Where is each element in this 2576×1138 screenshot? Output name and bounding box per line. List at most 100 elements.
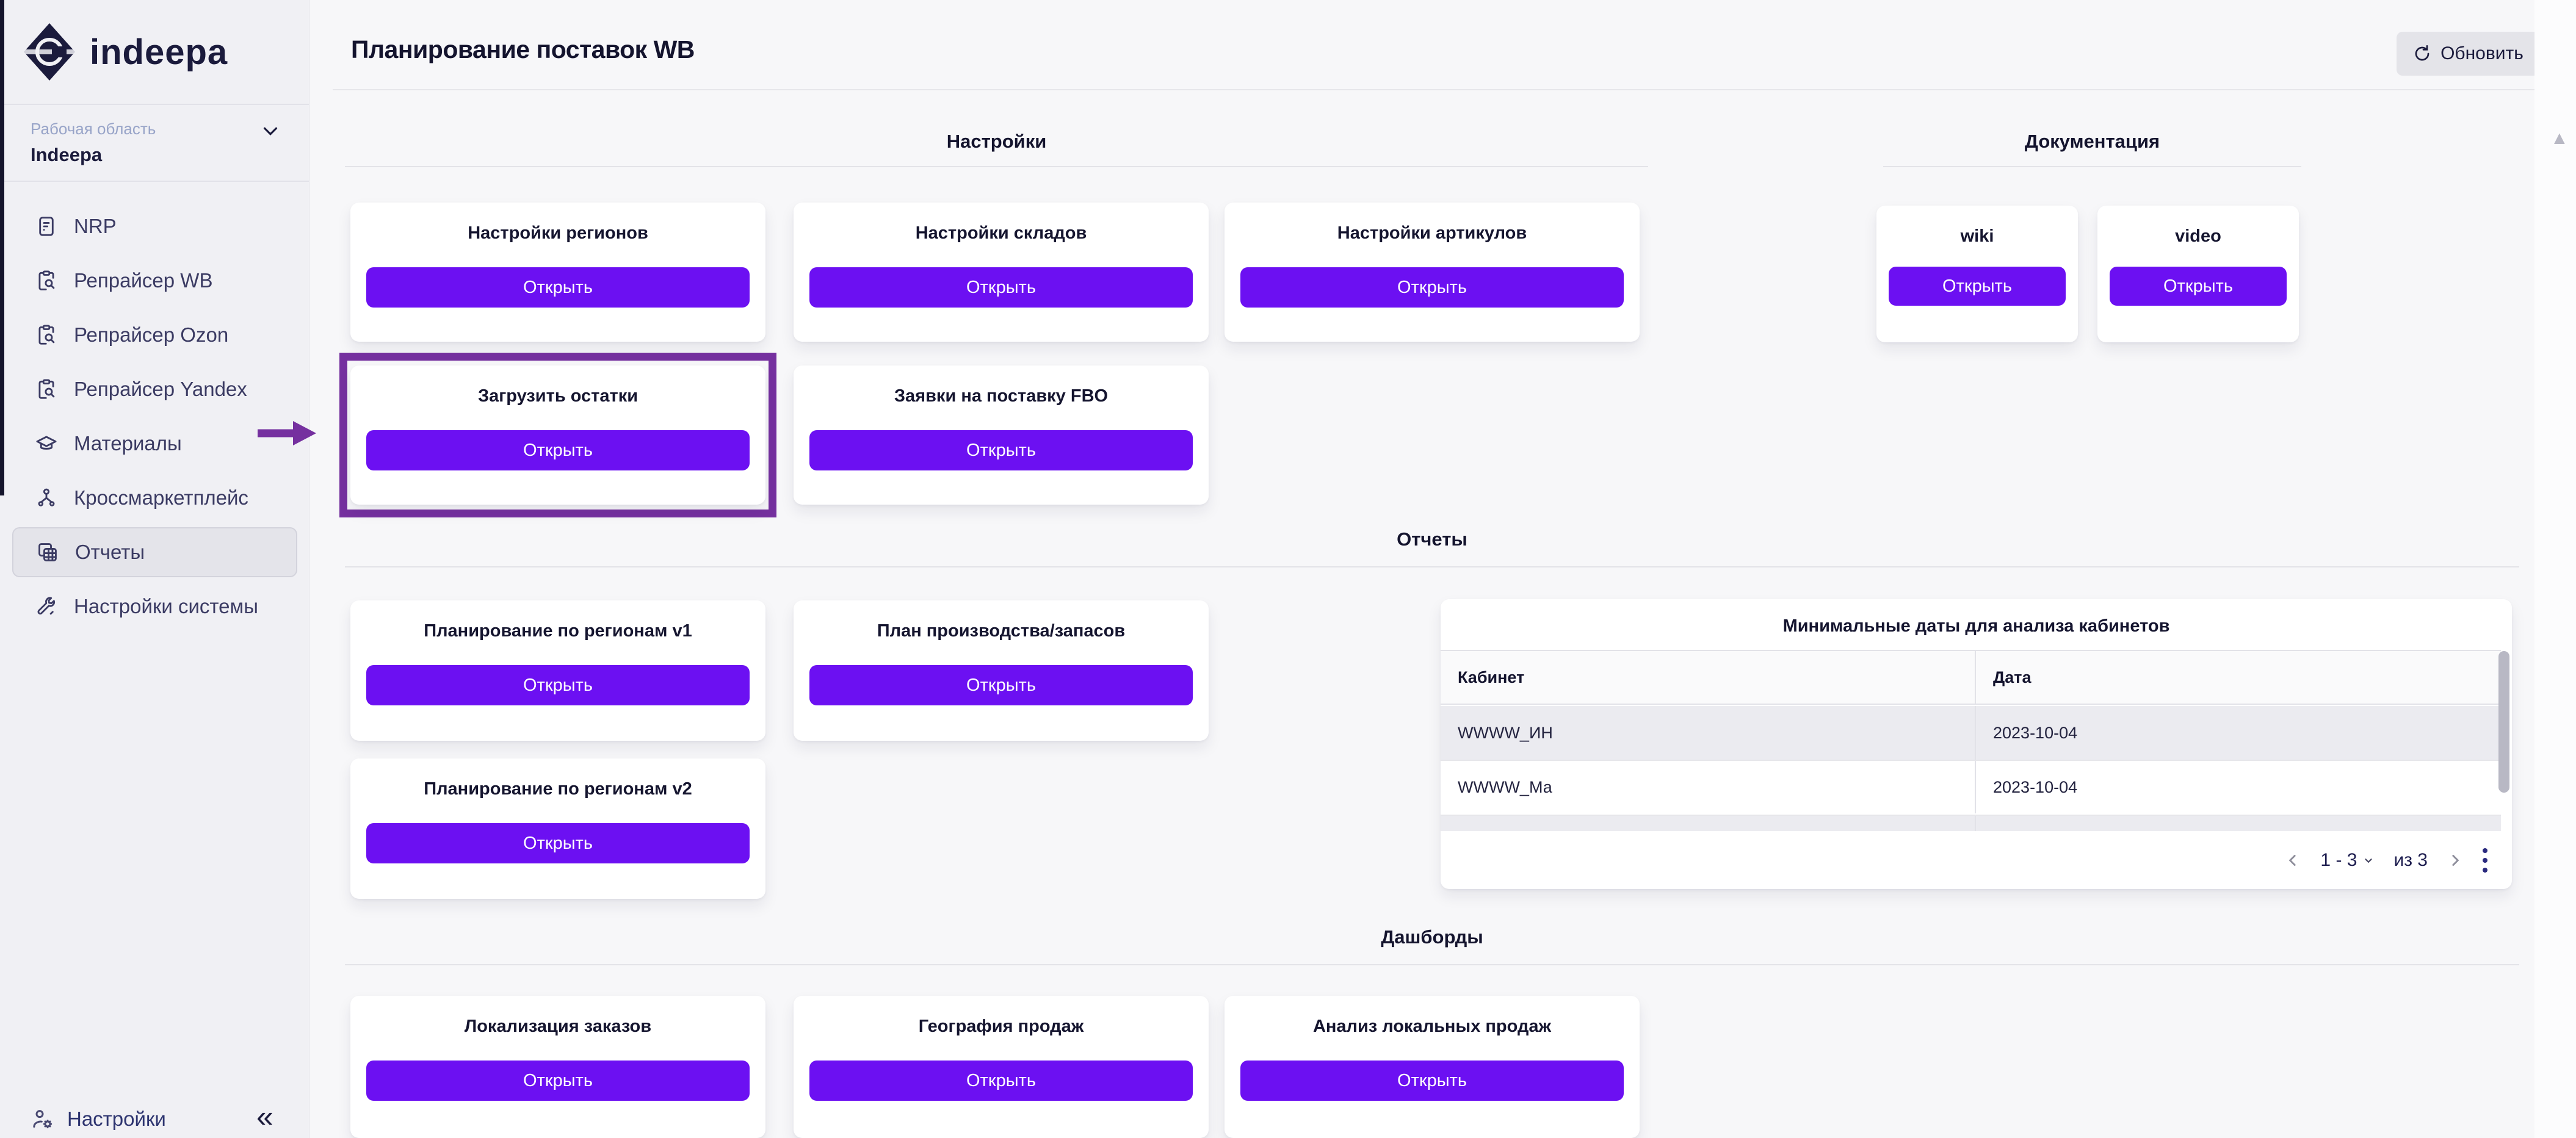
open-button[interactable]: Открыть (809, 267, 1193, 308)
min-dates-table-card: Минимальные даты для анализа кабинетов К… (1441, 599, 2512, 889)
scrollbar-track[interactable] (2534, 0, 2576, 1138)
card-load-stocks: Загрузить остатки Открыть (350, 366, 765, 505)
card-title: План производства/запасов (877, 621, 1126, 641)
table-menu-icon[interactable] (2483, 848, 2487, 873)
card-order-localization: Локализация заказов Открыть (350, 996, 765, 1138)
chevron-down-icon[interactable] (259, 120, 282, 143)
document-icon (35, 215, 58, 238)
sidebar-item-label: Отчеты (75, 541, 145, 563)
sidebar-item-system-settings[interactable]: Настройки системы (12, 582, 297, 632)
workspace-label: Рабочая область (31, 120, 156, 138)
card-title: video (2175, 226, 2221, 246)
sidebar-item-label: Репрайсер WB (74, 269, 213, 292)
annotation-arrow-icon (256, 419, 317, 447)
card-region-planning-v1: Планирование по регионам v1 Открыть (350, 600, 765, 741)
section-title-reports: Отчеты (1397, 528, 1467, 550)
page-title: Планирование поставок WB (351, 35, 695, 63)
sidebar-item-repricer-ozon[interactable]: Репрайсер Ozon (12, 310, 297, 360)
sidebar-item-label: Кроссмаркетплейс (74, 486, 248, 509)
reports-icon (36, 541, 59, 564)
sidebar-item-repricer-wb[interactable]: Репрайсер WB (12, 256, 297, 306)
open-button[interactable]: Открыть (809, 1061, 1193, 1101)
sidebar-item-label: Материалы (74, 432, 182, 455)
open-button[interactable]: Открыть (366, 267, 750, 308)
network-icon (35, 486, 58, 510)
page-range: 1 - 3 (2320, 849, 2357, 870)
refresh-icon (2412, 44, 2432, 63)
table-scrollbar-thumb[interactable] (2498, 651, 2509, 793)
column-header[interactable]: Кабинет (1441, 651, 1976, 704)
cell-cabinet: WWWW_Ма (1441, 761, 1976, 813)
brand-wordmark: indeepa (90, 32, 228, 72)
card-title: wiki (1960, 226, 1994, 246)
open-button[interactable]: Открыть (809, 665, 1193, 705)
clipboard-search-icon (35, 269, 58, 292)
scroll-up-icon[interactable]: ▲ (2550, 128, 2569, 148)
open-button[interactable]: Открыть (1889, 267, 2066, 306)
sidebar-item-materials[interactable]: Материалы (12, 419, 297, 469)
tools-icon (35, 595, 58, 618)
collapse-sidebar-icon[interactable]: « (256, 1100, 273, 1134)
card-production-plan: План производства/запасов Открыть (794, 600, 1209, 741)
card-title: Настройки регионов (468, 223, 648, 243)
card-title: Загрузить остатки (477, 386, 639, 406)
divider (1883, 166, 2301, 167)
page-next-icon[interactable] (2446, 851, 2464, 870)
open-button[interactable]: Открыть (366, 430, 750, 470)
brand-diamond-icon (23, 22, 76, 82)
divider (345, 166, 1648, 167)
table-row: WWWW_ИН 2023-10-04 (1441, 706, 2501, 760)
cell-date: 2023-10-04 (1993, 777, 2078, 796)
card-title: Заявки на поставку FBO (894, 386, 1109, 406)
card-video: video Открыть (2097, 206, 2299, 342)
chevron-down-icon (2365, 858, 2373, 863)
column-header[interactable]: Дата (1993, 668, 2031, 686)
logo: indeepa (23, 18, 291, 85)
sidebar-item-repricer-yandex[interactable]: Репрайсер Yandex (12, 364, 297, 414)
annotation-highlight-box (339, 353, 776, 517)
table-pagination: 1 - 3 из 3 (2284, 831, 2487, 889)
table-row-partial (1441, 815, 2501, 831)
sidebar: indeepa Рабочая область Indeepa NRP Репр… (0, 0, 309, 1138)
page-total: из 3 (2393, 849, 2428, 870)
card-title: География продаж (918, 1017, 1084, 1036)
cell-date: 2023-10-04 (1993, 723, 2078, 742)
refresh-button[interactable]: Обновить (2397, 32, 2539, 76)
open-button[interactable]: Открыть (1240, 1061, 1624, 1101)
clipboard-search-icon (35, 323, 58, 347)
open-button[interactable]: Открыть (366, 823, 750, 863)
graduation-cap-icon (35, 432, 58, 455)
sidebar-item-nrp[interactable]: NRP (12, 201, 297, 251)
clipboard-search-icon (35, 378, 58, 401)
sidebar-item-label: Настройки системы (74, 595, 258, 618)
workspace-value[interactable]: Indeepa (31, 144, 103, 165)
card-wiki: wiki Открыть (1876, 206, 2078, 342)
divider (0, 104, 309, 105)
open-button[interactable]: Открыть (366, 1061, 750, 1101)
sidebar-item-label: Репрайсер Yandex (74, 378, 247, 400)
card-sales-geography: География продаж Открыть (794, 996, 1209, 1138)
section-title-settings: Настройки (946, 131, 1047, 152)
sidebar-item-crossmarketplace[interactable]: Кроссмаркетплейс (12, 473, 297, 523)
section-title-docs: Документация (2024, 131, 2160, 152)
open-button[interactable]: Открыть (1240, 267, 1624, 308)
card-article-settings: Настройки артикулов Открыть (1225, 203, 1640, 342)
user-gear-icon (31, 1107, 55, 1131)
open-button[interactable]: Открыть (2110, 267, 2287, 306)
sidebar-item-label: NRP (74, 215, 117, 237)
sidebar-footer-settings[interactable]: Настройки (31, 1100, 232, 1138)
open-button[interactable]: Открыть (366, 665, 750, 705)
card-local-sales-analysis: Анализ локальных продаж Открыть (1225, 996, 1640, 1138)
open-button[interactable]: Открыть (809, 430, 1193, 470)
section-title-dashboards: Дашборды (1381, 926, 1483, 948)
card-title: Анализ локальных продаж (1312, 1017, 1552, 1036)
sidebar-footer-label: Настройки (67, 1107, 166, 1130)
window-edge (0, 0, 4, 495)
card-region-planning-v2: Планирование по регионам v2 Открыть (350, 758, 765, 899)
sidebar-item-reports[interactable]: Отчеты (12, 527, 297, 577)
sidebar-item-label: Репрайсер Ozon (74, 323, 229, 346)
divider (345, 566, 2519, 567)
page-range-select[interactable]: 1 - 3 (2320, 850, 2375, 871)
page-prev-icon[interactable] (2284, 851, 2302, 870)
